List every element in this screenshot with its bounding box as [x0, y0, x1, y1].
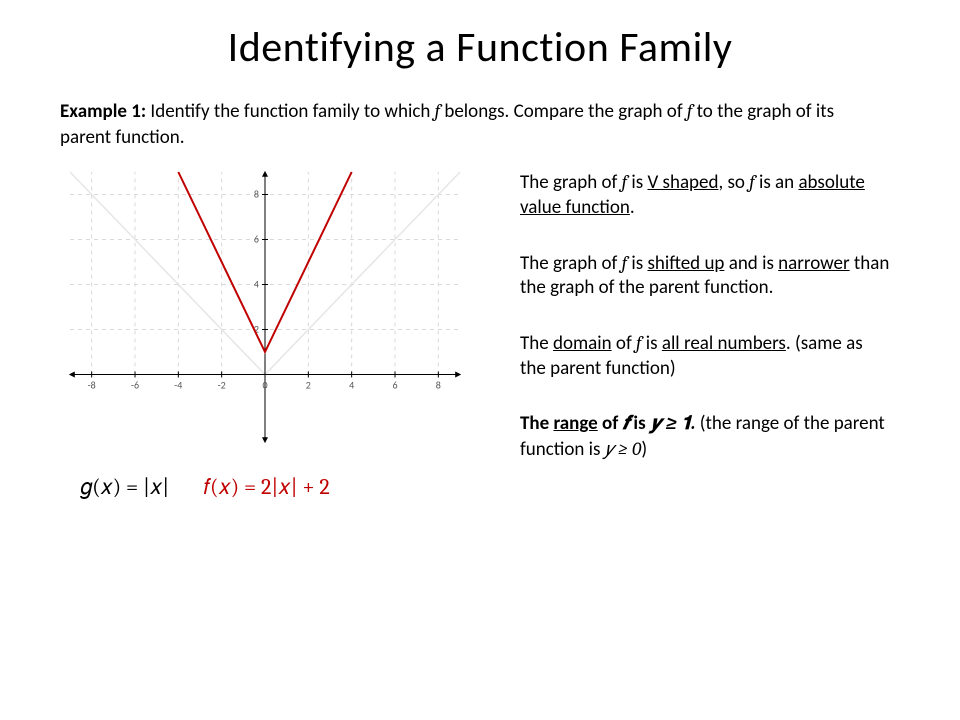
example-prompt: Example 1: Identify the function family … [60, 99, 880, 150]
chart-column: -8-6-4-2024682468 𝑔(𝑥) = |𝑥| 𝑓(𝑥) = 2|𝑥|… [60, 166, 490, 500]
n1-a: The graph of [520, 171, 622, 194]
n3-u1: domain [553, 332, 612, 355]
n1-c: , so [718, 171, 749, 194]
svg-text:-8: -8 [88, 379, 96, 392]
svg-text:-6: -6 [131, 379, 139, 392]
n1-b: is [627, 171, 647, 194]
n3-c: is [641, 332, 661, 355]
n3-u2: all real numbers [662, 332, 786, 355]
n3-a: The [520, 332, 553, 355]
n4-e: ) [641, 438, 647, 461]
svg-text:6: 6 [254, 233, 259, 246]
n4-a: The [520, 412, 553, 435]
example-t1: Identify the function family to which [146, 100, 435, 123]
equation-g: 𝑔(𝑥) = |𝑥| [80, 474, 169, 500]
n2-u1: shifted up [647, 252, 724, 275]
n1-d: is an [755, 171, 799, 194]
svg-text:-2: -2 [218, 379, 226, 392]
svg-text:2: 2 [306, 379, 311, 392]
svg-text:6: 6 [392, 379, 397, 392]
n2-u2: narrower [778, 252, 849, 275]
n4-b: of [598, 412, 623, 435]
example-lead: Example 1: [60, 100, 146, 123]
note-2: The graph of f is shifted up and is narr… [520, 251, 890, 301]
note-1: The graph of f is V shaped, so f is an a… [520, 170, 890, 220]
svg-text:8: 8 [436, 379, 441, 392]
svg-text:-4: -4 [174, 379, 182, 392]
svg-text:8: 8 [254, 188, 259, 201]
svg-text:0: 0 [262, 379, 267, 392]
svg-text:4: 4 [349, 379, 354, 392]
example-t2: belongs. Compare the graph of [440, 100, 687, 123]
n2-b: is [627, 252, 647, 275]
notes-column: The graph of f is V shaped, so f is an a… [520, 166, 890, 463]
n4-u1: range [553, 412, 597, 435]
n3-b: of [612, 332, 636, 355]
n1-u1: V shaped [647, 171, 718, 194]
n4-expr2: 𝑦 ≥ 0 [605, 438, 642, 460]
n4-c: is [629, 412, 650, 435]
equation-f: 𝑓(𝑥) = 2|𝑥| + 2 [203, 474, 330, 500]
n1-e: . [630, 196, 635, 219]
page-title: Identifying a Function Family [60, 22, 900, 73]
n4-expr: 𝒚 ≥ 𝟏. [650, 412, 696, 434]
note-3: The domain of f is all real numbers. (sa… [520, 331, 890, 381]
note-4: The range of 𝒇 is 𝒚 ≥ 𝟏. (the range of t… [520, 411, 890, 462]
equations-row: 𝑔(𝑥) = |𝑥| 𝑓(𝑥) = 2|𝑥| + 2 [60, 474, 490, 500]
svg-text:4: 4 [254, 278, 259, 291]
n2-a: The graph of [520, 252, 622, 275]
function-chart: -8-6-4-2024682468 [60, 166, 470, 456]
n2-c: and is [724, 252, 778, 275]
